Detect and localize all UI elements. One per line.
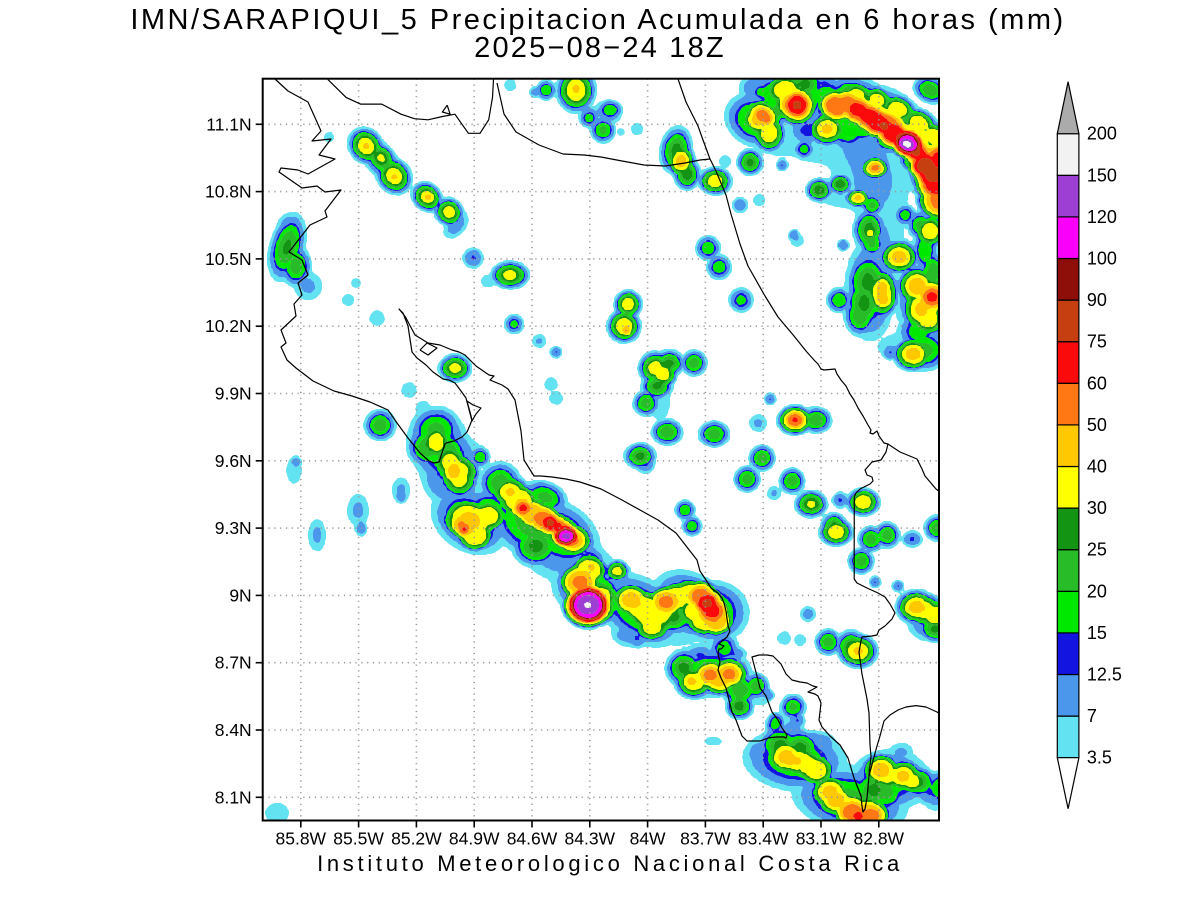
svg-text:15: 15 [1087, 623, 1107, 643]
svg-text:84.3W: 84.3W [565, 829, 616, 849]
svg-text:25: 25 [1087, 540, 1107, 560]
svg-text:90: 90 [1087, 290, 1107, 310]
svg-text:60: 60 [1087, 373, 1107, 393]
svg-text:82.8W: 82.8W [854, 829, 905, 849]
svg-text:120: 120 [1087, 207, 1117, 227]
svg-text:12.5: 12.5 [1087, 665, 1122, 685]
svg-text:40: 40 [1087, 457, 1107, 477]
svg-text:9N: 9N [229, 585, 251, 605]
svg-text:8.1N: 8.1N [215, 787, 252, 807]
svg-text:83.4W: 83.4W [738, 829, 789, 849]
svg-text:9.6N: 9.6N [215, 451, 252, 471]
svg-text:50: 50 [1087, 415, 1107, 435]
svg-text:10.2N: 10.2N [205, 316, 252, 336]
svg-text:30: 30 [1087, 498, 1107, 518]
svg-text:9.3N: 9.3N [215, 518, 252, 538]
svg-text:11.1N: 11.1N [206, 114, 251, 134]
svg-text:200: 200 [1087, 124, 1117, 144]
svg-text:3.5: 3.5 [1087, 748, 1112, 768]
svg-text:10.5N: 10.5N [205, 249, 252, 269]
svg-text:150: 150 [1087, 165, 1117, 185]
svg-text:83.7W: 83.7W [680, 829, 731, 849]
svg-text:75: 75 [1087, 332, 1107, 352]
svg-text:84.6W: 84.6W [507, 829, 558, 849]
svg-text:7: 7 [1087, 706, 1097, 726]
svg-text:9.9N: 9.9N [215, 384, 252, 404]
svg-text:84.9W: 84.9W [449, 829, 500, 849]
svg-text:8.4N: 8.4N [215, 720, 252, 740]
svg-text:10.8N: 10.8N [205, 182, 252, 202]
svg-text:84W: 84W [630, 829, 666, 849]
svg-text:83.1W: 83.1W [796, 829, 847, 849]
svg-text:85.5W: 85.5W [333, 829, 384, 849]
svg-text:8.7N: 8.7N [215, 653, 252, 673]
svg-text:100: 100 [1087, 249, 1117, 269]
svg-text:85.8W: 85.8W [276, 829, 327, 849]
svg-text:85.2W: 85.2W [391, 829, 442, 849]
svg-text:20: 20 [1087, 581, 1107, 601]
